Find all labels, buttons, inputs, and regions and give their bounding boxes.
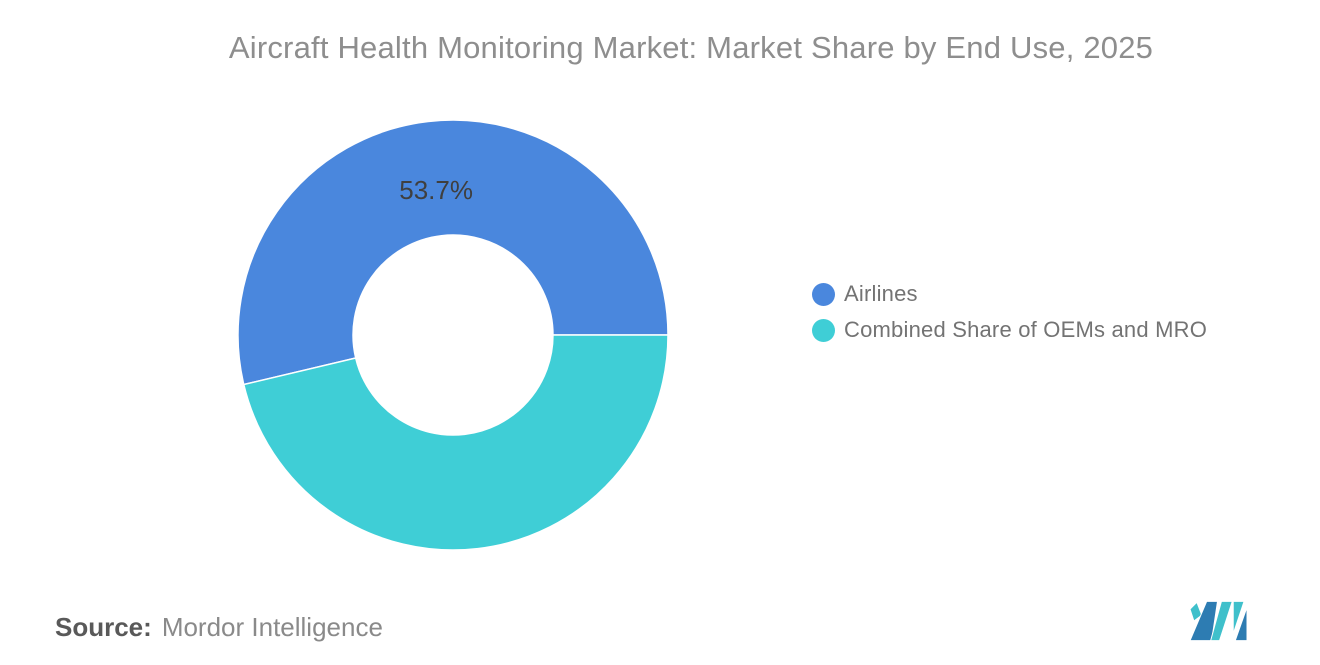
legend-item-airlines: Airlines bbox=[812, 280, 1207, 308]
logo-blue-triangle-icon bbox=[1234, 607, 1247, 642]
legend-marker-oems-mro bbox=[812, 318, 835, 342]
mordor-intelligence-logo bbox=[1190, 600, 1247, 642]
donut-slice-combined-share-of-oems-and-mro bbox=[242, 334, 669, 551]
logo-teal-triangle-icon bbox=[1232, 600, 1245, 634]
donut-slice-airlines bbox=[237, 119, 669, 386]
chart-legend: Airlines Combined Share of OEMs and MRO bbox=[812, 280, 1207, 344]
source-prefix: Source: bbox=[55, 612, 152, 642]
legend-label: Airlines bbox=[844, 281, 918, 306]
logo-teal-stripe-icon bbox=[1209, 600, 1233, 642]
legend-item-oems-mro: Combined Share of OEMs and MRO bbox=[812, 316, 1207, 344]
slice-data-label: 53.7% bbox=[399, 175, 473, 205]
legend-marker-airlines bbox=[812, 282, 835, 306]
chart-title: Aircraft Health Monitoring Market: Marke… bbox=[228, 30, 1154, 65]
legend-label: Combined Share of OEMs and MRO bbox=[844, 317, 1208, 342]
donut-chart: 53.7% bbox=[237, 119, 669, 551]
source-text: Mordor Intelligence bbox=[161, 612, 383, 642]
source-attribution: Source: Mordor Intelligence bbox=[55, 612, 383, 643]
